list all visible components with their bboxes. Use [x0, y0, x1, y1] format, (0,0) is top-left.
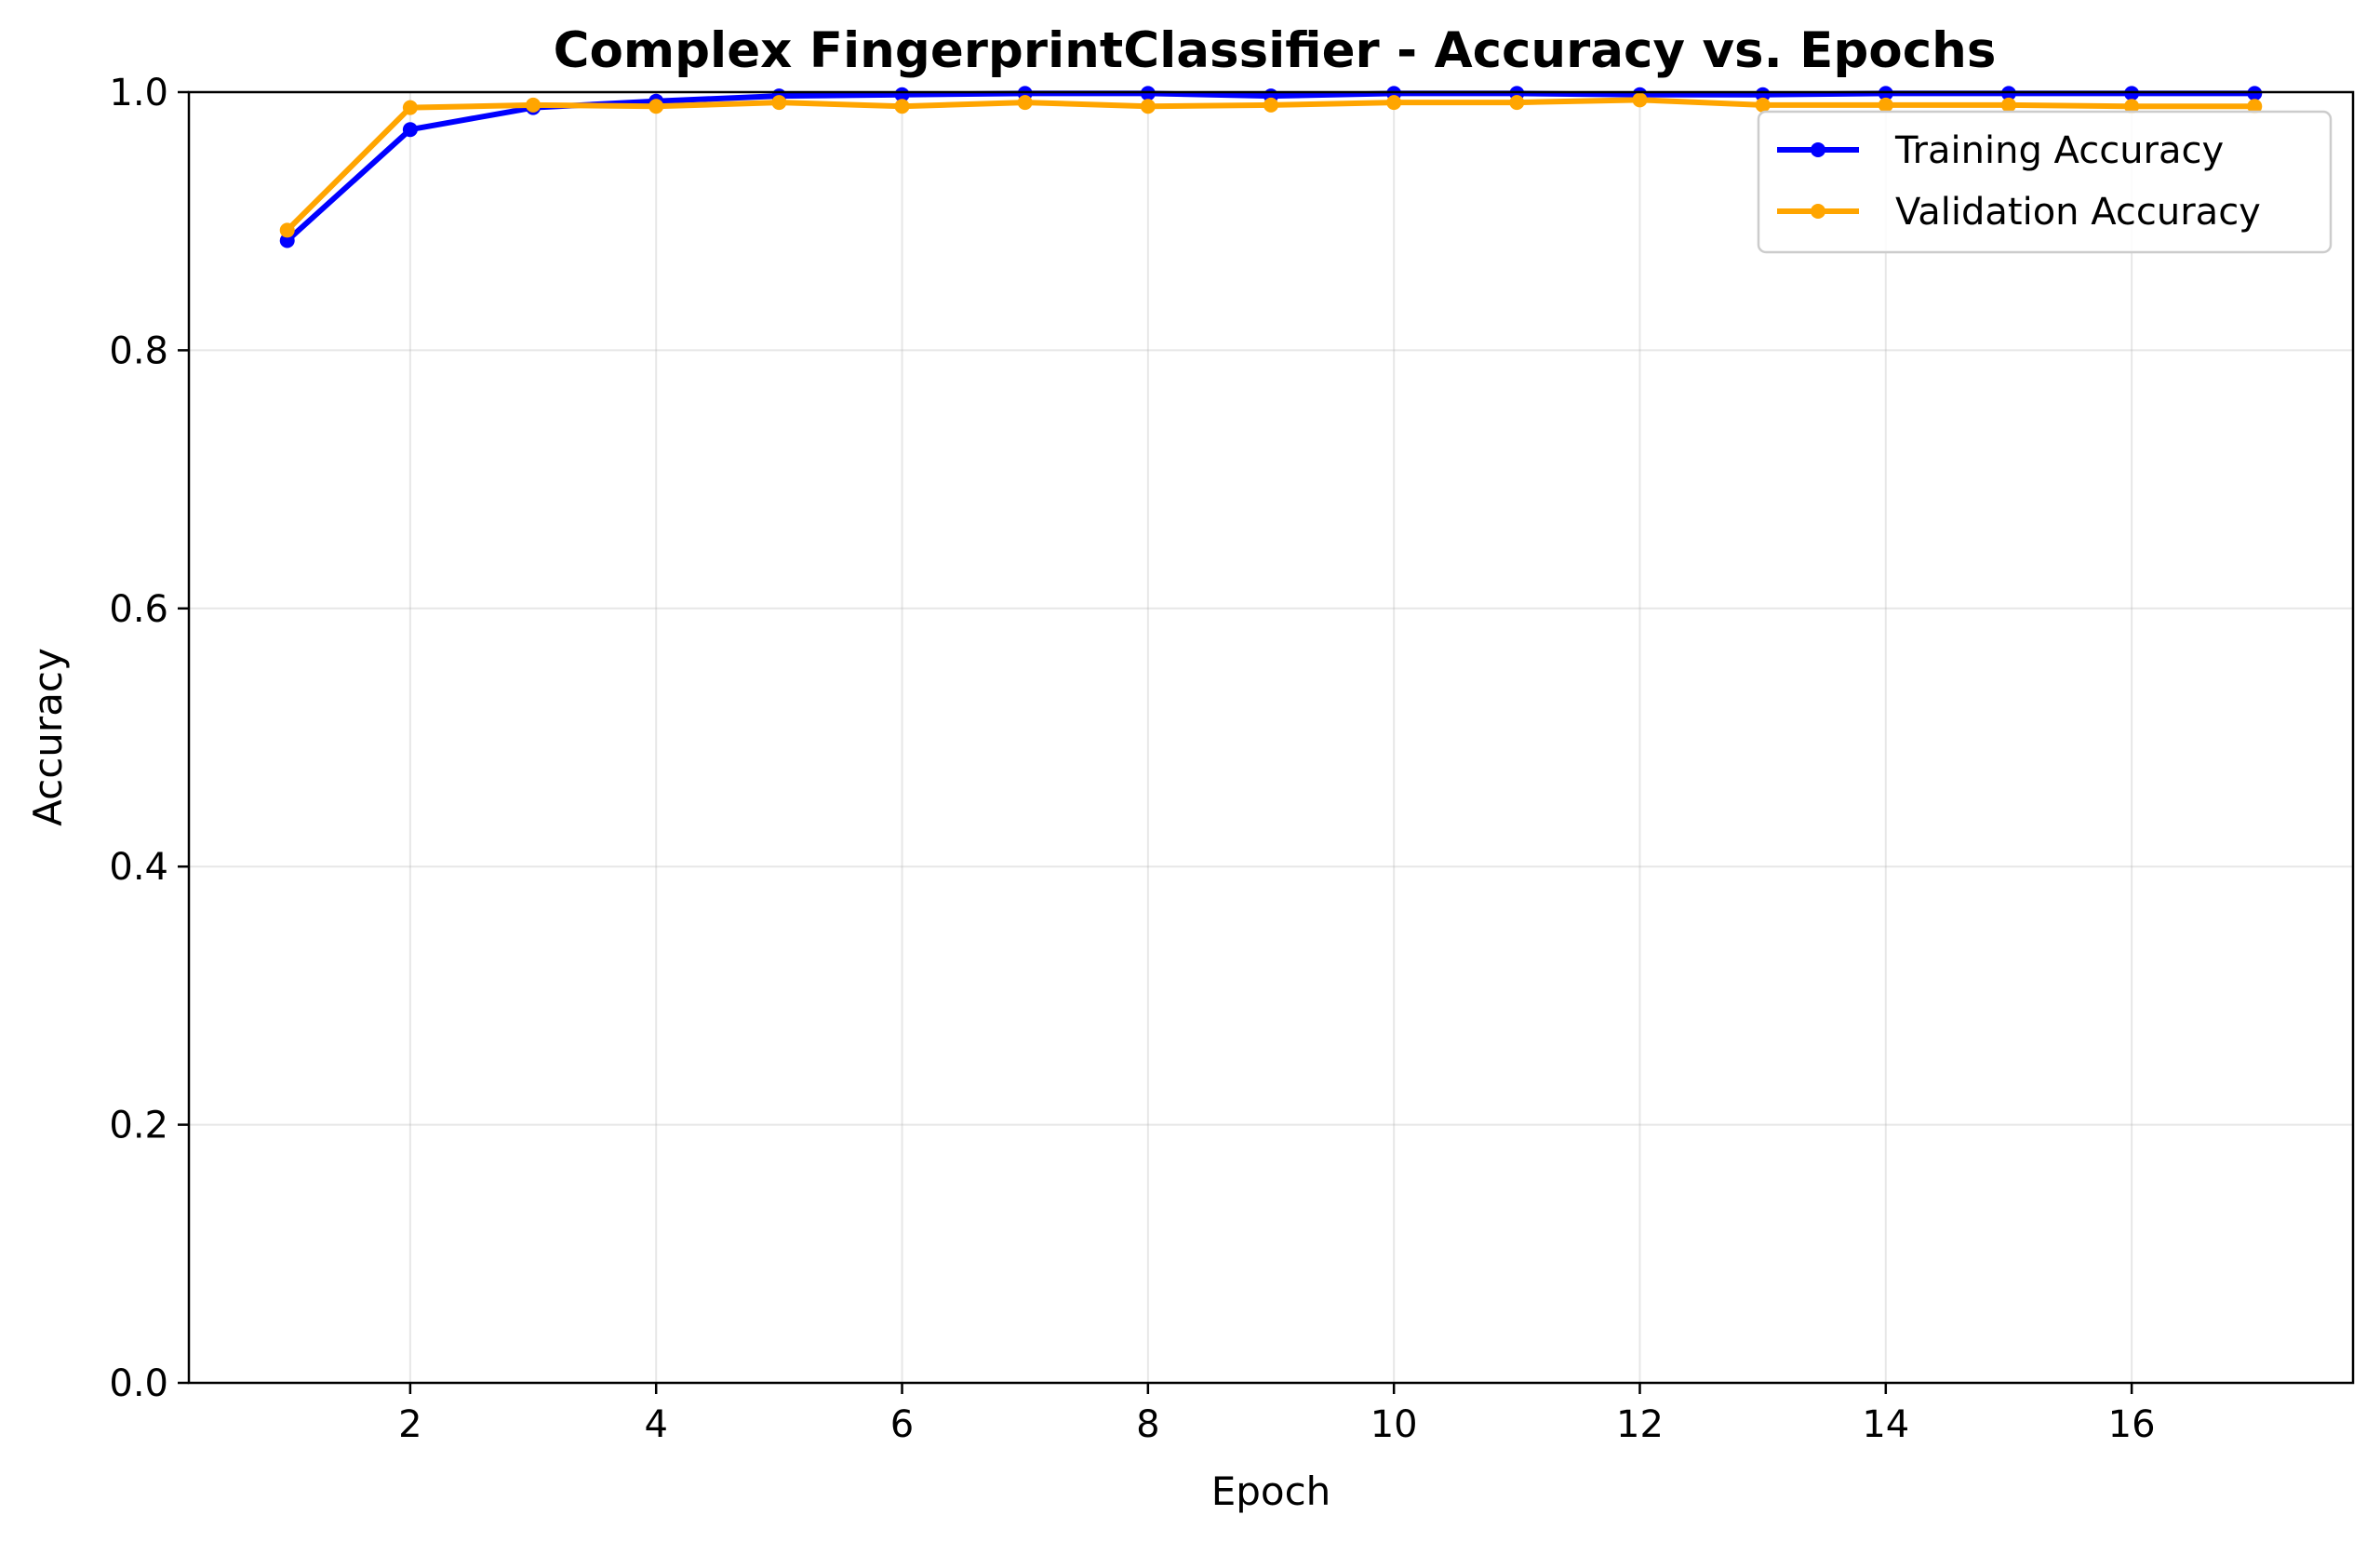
training-accuracy-point	[279, 233, 295, 248]
legend-box	[1757, 110, 2333, 254]
x-tick-label: 2	[398, 1403, 421, 1446]
validation-accuracy-point	[1140, 99, 1156, 114]
training-accuracy-point	[2124, 86, 2140, 101]
validation-accuracy-point	[2124, 99, 2140, 114]
legend-validation-accuracy-marker	[1811, 204, 1825, 219]
x-tick-label: 10	[1371, 1403, 1418, 1446]
x-tick-label: 6	[890, 1403, 914, 1446]
y-axis-label: Accuracy	[25, 648, 71, 826]
validation-accuracy-point	[1509, 95, 1525, 111]
validation-accuracy-point	[1632, 92, 1648, 108]
y-tick-label: 0.6	[109, 588, 168, 631]
grid-lines	[189, 92, 2353, 1383]
y-tick-label: 1.0	[109, 72, 168, 114]
x-tick-label: 14	[1862, 1403, 1909, 1446]
x-tick-label: 16	[2108, 1403, 2156, 1446]
validation-accuracy-point	[279, 222, 295, 238]
y-axis-ticks: 0.0 0.2 0.4 0.6 0.8 1.0	[109, 72, 189, 1405]
validation-accuracy-point	[771, 95, 787, 111]
x-axis-label: Epoch	[1211, 1468, 1331, 1514]
validation-accuracy-point	[1386, 95, 1402, 111]
x-tick-label: 4	[644, 1403, 667, 1446]
training-accuracy-point	[402, 122, 418, 138]
validation-accuracy-series	[279, 92, 2263, 238]
legend-training-accuracy-marker	[1811, 142, 1825, 157]
y-tick-label: 0.4	[109, 846, 168, 889]
validation-accuracy-point	[402, 100, 418, 115]
validation-accuracy-point	[526, 97, 542, 113]
validation-accuracy-point	[1264, 97, 1278, 113]
validation-accuracy-point	[1878, 97, 1893, 113]
x-tick-label: 12	[1616, 1403, 1664, 1446]
y-tick-label: 0.2	[109, 1105, 168, 1147]
plot-area-frame	[187, 90, 2355, 1385]
y-tick-label: 0.8	[109, 329, 168, 372]
legend-training-accuracy-label: Training Accuracy	[1894, 129, 2224, 172]
training-accuracy-point	[2000, 86, 2016, 101]
training-accuracy-point	[2247, 86, 2263, 101]
chart-title: Complex FingerprintClassifier - Accuracy…	[554, 22, 1997, 79]
validation-accuracy-point	[1017, 95, 1033, 111]
x-tick-label: 8	[1136, 1403, 1159, 1446]
legend: Training Accuracy Validation Accuracy	[1757, 110, 2333, 254]
validation-accuracy-point	[2247, 99, 2263, 114]
legend-validation-accuracy-label: Validation Accuracy	[1895, 191, 2261, 234]
training-accuracy-point	[1140, 86, 1156, 101]
training-accuracy-point	[1878, 86, 1893, 101]
series-lines	[279, 86, 2263, 248]
validation-accuracy-point	[2000, 97, 2016, 113]
validation-accuracy-point	[1755, 97, 1771, 113]
x-axis-ticks: 2 4 6 8 10 12 14 16	[398, 1383, 2156, 1446]
validation-accuracy-point	[648, 99, 664, 114]
validation-accuracy-point	[894, 99, 910, 114]
y-tick-label: 0.0	[109, 1362, 168, 1405]
